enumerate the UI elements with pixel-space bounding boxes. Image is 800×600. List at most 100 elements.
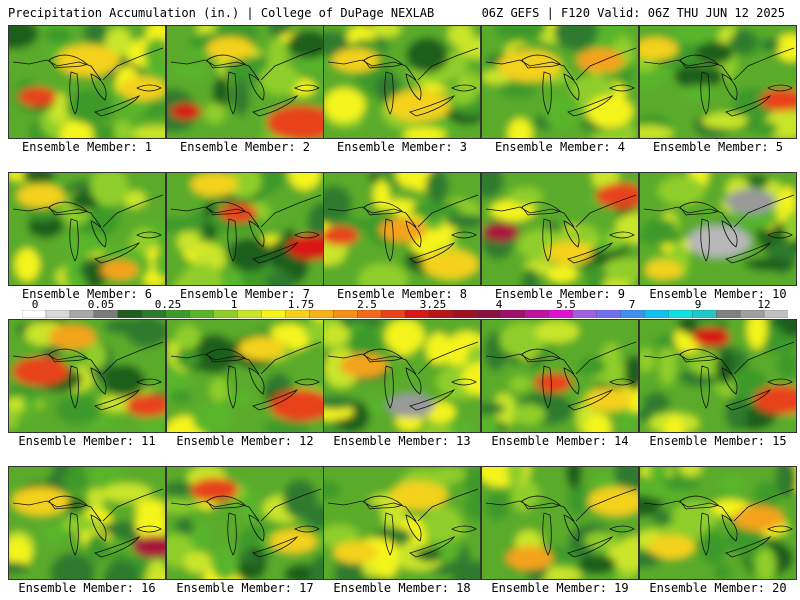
ensemble-member-label: Ensemble Member: 6 xyxy=(21,287,153,301)
ensemble-member-label: Ensemble Member: 9 xyxy=(494,287,626,301)
ensemble-member-label: Ensemble Member: 12 xyxy=(176,434,314,448)
precip-map xyxy=(639,319,797,433)
ensemble-panel: Ensemble Member: 20 xyxy=(639,466,797,595)
ensemble-panel: Ensemble Member: 6 xyxy=(8,172,166,301)
scale-swatch xyxy=(69,310,95,318)
scale-swatch xyxy=(716,310,741,318)
color-scale-bar xyxy=(22,310,788,318)
scale-tick-label: 5.5 xyxy=(556,298,576,311)
precip-map xyxy=(166,172,324,286)
ensemble-member-label: Ensemble Member: 2 xyxy=(179,140,311,154)
ensemble-panel: Ensemble Member: 5 xyxy=(639,25,797,154)
ensemble-member-label: Ensemble Member: 8 xyxy=(336,287,468,301)
scale-swatch xyxy=(309,310,334,318)
chart-title: Precipitation Accumulation (in.) | Colle… xyxy=(8,6,435,20)
scale-swatch xyxy=(452,310,478,318)
precip-map xyxy=(8,319,166,433)
scale-swatch xyxy=(141,310,167,318)
ensemble-member-label: Ensemble Member: 15 xyxy=(649,434,787,448)
ensemble-panel: Ensemble Member: 4 xyxy=(481,25,639,154)
ensemble-panel: Ensemble Member: 19 xyxy=(481,466,639,595)
ensemble-member-label: Ensemble Member: 13 xyxy=(333,434,471,448)
ensemble-member-label: Ensemble Member: 16 xyxy=(18,581,156,595)
precip-map xyxy=(481,172,639,286)
scale-tick-label: 12 xyxy=(757,298,771,311)
precip-map xyxy=(323,25,481,139)
scale-swatch xyxy=(739,310,765,318)
scale-swatch xyxy=(763,310,788,318)
precip-map xyxy=(639,466,797,580)
scale-swatch xyxy=(93,310,119,318)
ensemble-panel: Ensemble Member: 8 xyxy=(323,172,481,301)
scale-tick-label: 7 xyxy=(628,298,636,311)
scale-tick-label: 0.25 xyxy=(154,298,182,311)
ensemble-member-label: Ensemble Member: 18 xyxy=(333,581,471,595)
scale-swatch xyxy=(356,310,382,318)
scale-swatch xyxy=(596,310,622,318)
scale-swatch xyxy=(404,310,430,318)
ensemble-panel: Ensemble Member: 10 xyxy=(639,172,797,301)
scale-swatch xyxy=(428,310,454,318)
ensemble-panel: Ensemble Member: 14 xyxy=(481,319,639,448)
scale-swatch xyxy=(189,310,215,318)
ensemble-member-label: Ensemble Member: 3 xyxy=(336,140,468,154)
scale-swatch xyxy=(500,310,526,318)
ensemble-member-label: Ensemble Member: 11 xyxy=(18,434,156,448)
scale-swatch xyxy=(572,310,598,318)
scale-swatch xyxy=(45,310,71,318)
precip-map xyxy=(481,25,639,139)
scale-swatch xyxy=(165,310,191,318)
precip-map xyxy=(323,172,481,286)
scale-swatch xyxy=(333,310,358,318)
ensemble-panel: Ensemble Member: 7 xyxy=(166,172,324,301)
scale-swatch xyxy=(237,310,263,318)
precip-map xyxy=(8,25,166,139)
scale-swatch xyxy=(692,310,717,318)
precip-map xyxy=(8,466,166,580)
scale-tick-label: 0 xyxy=(31,298,39,311)
precip-map xyxy=(639,172,797,286)
precip-map xyxy=(323,466,481,580)
scale-swatch xyxy=(117,310,143,318)
precip-map xyxy=(481,466,639,580)
ensemble-panel: Ensemble Member: 16 xyxy=(8,466,166,595)
ensemble-panel: Ensemble Member: 9 xyxy=(481,172,639,301)
scale-swatch xyxy=(620,310,646,318)
scale-swatch xyxy=(524,310,550,318)
model-run-info: 06Z GEFS | F120 Valid: 06Z THU JUN 12 20… xyxy=(481,6,785,20)
scale-tick-label: 9 xyxy=(694,298,702,311)
scale-tick-label: 2.5 xyxy=(357,298,377,311)
ensemble-member-label: Ensemble Member: 4 xyxy=(494,140,626,154)
ensemble-panel: Ensemble Member: 11 xyxy=(8,319,166,448)
scale-swatch xyxy=(285,310,310,318)
scale-swatch xyxy=(213,310,239,318)
ensemble-member-label: Ensemble Member: 7 xyxy=(179,287,311,301)
scale-tick-label: 1 xyxy=(230,298,238,311)
precip-map xyxy=(639,25,797,139)
scale-tick-label: 4 xyxy=(495,298,503,311)
scale-swatch xyxy=(22,310,47,318)
scale-tick-label: 3.25 xyxy=(419,298,447,311)
ensemble-panel: Ensemble Member: 15 xyxy=(639,319,797,448)
ensemble-member-label: Ensemble Member: 1 xyxy=(21,140,153,154)
scale-swatch xyxy=(261,310,286,318)
scale-swatch xyxy=(476,310,502,318)
ensemble-panel: Ensemble Member: 2 xyxy=(166,25,324,154)
ensemble-member-label: Ensemble Member: 20 xyxy=(649,581,787,595)
precip-map xyxy=(323,319,481,433)
precip-map xyxy=(166,319,324,433)
ensemble-member-label: Ensemble Member: 19 xyxy=(491,581,629,595)
scale-tick-label: 0.05 xyxy=(87,298,115,311)
ensemble-panel: Ensemble Member: 1 xyxy=(8,25,166,154)
precip-map xyxy=(8,172,166,286)
scale-swatch xyxy=(548,310,574,318)
ensemble-panel: Ensemble Member: 17 xyxy=(166,466,324,595)
ensemble-panel: Ensemble Member: 3 xyxy=(323,25,481,154)
precip-map xyxy=(481,319,639,433)
ensemble-member-label: Ensemble Member: 14 xyxy=(491,434,629,448)
precip-map xyxy=(166,466,324,580)
ensemble-panel: Ensemble Member: 12 xyxy=(166,319,324,448)
ensemble-panel: Ensemble Member: 18 xyxy=(323,466,481,595)
ensemble-member-label: Ensemble Member: 5 xyxy=(652,140,784,154)
ensemble-member-label: Ensemble Member: 17 xyxy=(176,581,314,595)
